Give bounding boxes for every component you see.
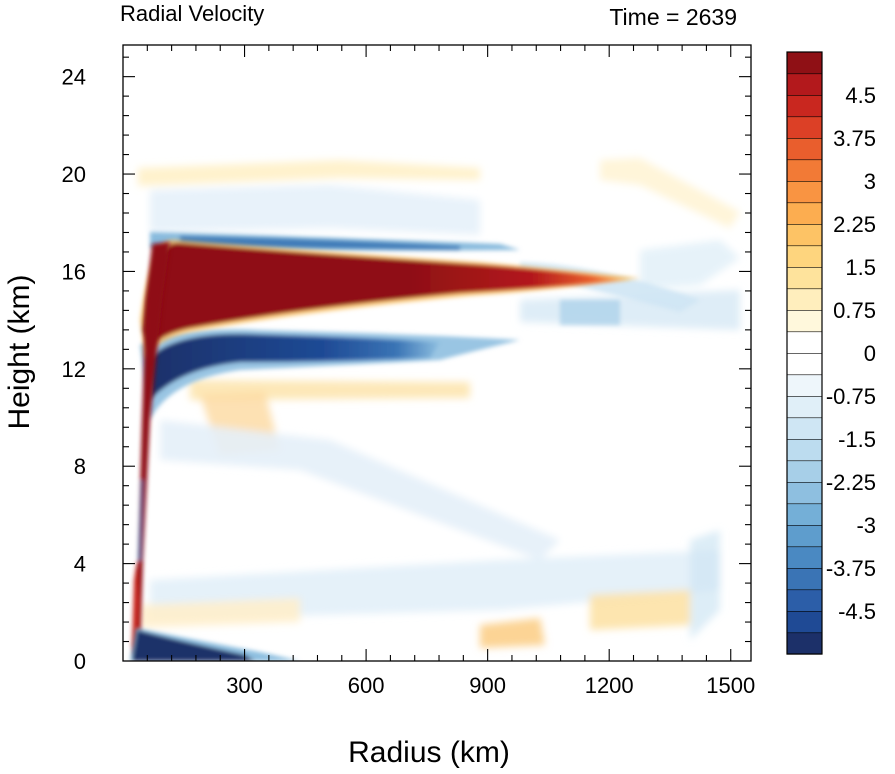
colorbar-label: 2.25 [833,212,876,237]
colorbar-swatch [786,51,823,75]
time-label: Time = 2639 [609,4,737,30]
colorbar-swatch [786,352,823,376]
upper-negative-haze [150,185,480,235]
colorbar-label: -3.75 [826,556,876,581]
colorbar-label: 4.5 [845,83,876,108]
right-edge-negative [690,530,720,640]
colorbar-swatch [786,202,823,225]
colorbar-swatch [786,374,823,397]
y-tick-label: 12 [62,357,86,382]
colorbar-swatch [786,159,823,182]
y-axis-label: Height (km) [3,274,36,429]
colorbar-label: 3 [864,169,876,194]
colorbar-swatch [786,632,823,655]
colorbar-swatch [786,94,823,118]
low-level-inflow [130,628,300,661]
y-tick-label: 4 [74,552,86,577]
mid-negative-diagonal [160,420,560,560]
colorbar: 4.5 3.75 3 2.25 1.5 0.75 0 -0.75 -1.5 -2.25 -3 -3.7… [786,51,876,655]
colorbar-label: 0.75 [833,298,876,323]
x-axis: 300 600 900 1200 1500 [146,45,755,698]
colorbar-swatch [786,417,823,440]
right-negative-haze [640,240,740,290]
colorbar-swatch [786,524,823,548]
upper-positive-band [138,160,480,186]
x-tick-label: 900 [469,673,506,698]
outflow-jet [140,239,640,360]
plot-area [123,45,751,661]
mid-inflow-layer [140,329,520,420]
colorbar-swatch [786,503,823,526]
colorbar-swatch [786,223,823,247]
x-tick-label: 600 [348,673,385,698]
y-axis: 0 4 8 12 16 20 24 [62,56,751,674]
low-positive-patch-1 [480,618,545,648]
y-tick-label: 8 [74,454,86,479]
y-tick-label: 24 [62,65,86,90]
x-tick-label: 300 [226,673,263,698]
colorbar-swatch [786,331,823,354]
x-tick-label: 1500 [706,673,755,698]
colorbar-swatch [786,460,823,483]
colorbar-label: -2.25 [826,470,876,495]
colorbar-label: -1.5 [838,427,876,452]
low-positive-patch-3 [140,598,300,628]
colorbar-swatch [786,245,823,268]
colorbar-label: 1.5 [845,255,876,280]
colorbar-label: -4.5 [838,599,876,624]
colorbar-swatch [786,180,823,204]
colorbar-swatch [786,481,823,505]
colorbar-swatch [786,309,823,333]
colorbar-swatch [786,116,823,139]
colorbar-border [786,51,823,655]
colorbar-label: 0 [864,341,876,366]
colorbar-label: 3.75 [833,126,876,151]
colorbar-swatch [786,395,823,419]
colorbar-swatch [786,288,823,311]
colorbar-label: -3 [856,513,876,538]
y-tick-label: 0 [74,649,86,674]
colorbar-label: -0.75 [826,384,876,409]
colorbar-swatch [786,73,823,96]
y-tick-label: 16 [62,259,86,284]
low-positive-patch-2 [590,590,690,630]
colorbar-swatch [786,438,823,462]
colorbar-swatch [786,546,823,569]
x-tick-label: 1200 [585,673,634,698]
eyewall-updraft [132,242,170,655]
colorbar-swatch [786,589,823,612]
colorbar-swatch [786,567,823,591]
plot-border [122,44,752,662]
upper-right-positive-band [600,158,740,228]
colorbar-swatch [786,266,823,290]
colorbar-swatch [786,610,823,634]
x-axis-label: Radius (km) [348,736,510,769]
colorbar-swatch [786,137,823,161]
y-tick-label: 20 [62,162,86,187]
chart-title: Radial Velocity [120,1,264,26]
